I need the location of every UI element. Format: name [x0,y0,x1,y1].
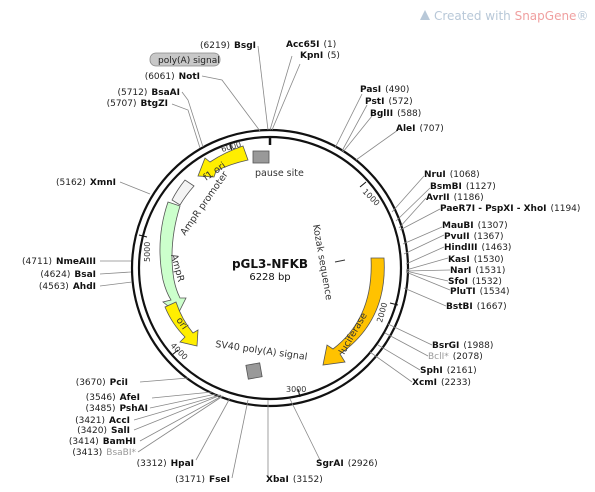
site-acci[interactable]: (3421) AccI [75,416,130,426]
site-ahdi[interactable]: (4563) AhdI [39,282,96,292]
site-alei[interactable]: AleI (707) [396,124,444,134]
site-bsmbi[interactable]: BsmBI (1127) [430,182,496,192]
snapgene-logo-icon [420,10,430,20]
site-sali[interactable]: (3420) SalI [77,426,130,436]
site-pasi[interactable]: PasI (490) [360,85,409,95]
ori-feature[interactable]: ori [164,301,199,347]
site-bsai[interactable]: (4624) BsaI [40,270,96,280]
site-afei[interactable]: (3546) AfeI [86,393,140,403]
pause-site-feature[interactable]: pause site [252,150,304,179]
site-acc65i[interactable]: Acc65I (1) [286,40,336,50]
site-fsei[interactable]: (3171) FseI [175,475,230,485]
site-bsabi[interactable]: (3413) BsaBI* [72,448,136,458]
site-bsgi[interactable]: (6219) BsgI [200,41,256,51]
site-paer7i-pspxi-xhoi[interactable]: PaeR7I - PspXI - XhoI (1194) [440,204,580,214]
site-kpni[interactable]: KpnI (5) [300,51,340,61]
watermark-text: Created with SnapGene® [434,9,588,23]
site-sgrai[interactable]: SgrAI (2926) [316,459,378,469]
site-sphi[interactable]: SphI (2161) [420,366,477,376]
site-bglii[interactable]: BglII (588) [370,109,421,119]
kozak-sequence-feature: Kozak sequence [310,224,346,302]
site-hindiii[interactable]: HindIII (1463) [444,243,511,253]
polya-signal-tag[interactable]: poly(A) signal [149,52,221,67]
tick-label-3000: 3000 [286,385,306,394]
tick-label-1000: 1000 [361,187,382,208]
site-pvuii[interactable]: PvuII (1367) [444,232,504,242]
site-leader-lines [99,45,451,479]
ampr-promoter-feature[interactable]: AmpR promoter [171,170,231,238]
site-pshai[interactable]: (3485) PshAI [86,404,148,414]
site-bcli[interactable]: BclI* (2078) [428,352,483,362]
site-bsrgi[interactable]: BsrGI (1988) [432,341,493,351]
tick-label-5000: 5000 [143,242,152,262]
plasmid-size: 6228 bp [249,272,290,283]
site-nmeaiii[interactable]: (4711) NmeAIII [22,257,96,267]
site-btgzi[interactable]: (5707) BtgZI [107,99,168,109]
site-psti[interactable]: PstI (572) [365,97,413,107]
site-xmni[interactable]: (5162) XmnI [56,178,116,188]
site-xbai[interactable]: XbaI (3152) [266,475,323,485]
left-site-labels: (6219) BsgI (6061) NotI (5712) BsaAI (5707)… [22,41,256,485]
sv40-polya-feature[interactable]: SV40 poly(A) signal [215,339,308,380]
site-noti[interactable]: (6061) NotI [145,72,200,82]
ampr-feature[interactable]: AmpR [159,201,187,315]
site-sfoi[interactable]: SfoI (1532) [448,277,502,287]
site-hpai[interactable]: (3312) HpaI [137,459,194,469]
scale-ticks [138,137,399,398]
polya-signal-tag-label: poly(A) signal [158,56,220,66]
luciferase-label: luciferase [337,311,370,357]
site-pluti[interactable]: PluTI (1534) [450,287,510,297]
snapgene-watermark: Created with SnapGene® [420,9,588,23]
site-xcmi[interactable]: XcmI (2233) [412,378,471,388]
site-kasi[interactable]: KasI (1530) [448,255,504,265]
site-bstbi[interactable]: BstBI (1667) [446,302,507,312]
site-maubi[interactable]: MauBI (1307) [442,221,508,231]
site-nrui[interactable]: NruI (1068) [424,170,480,180]
site-pcii[interactable]: (3670) PciI [76,378,128,388]
kozak-sequence-label: Kozak sequence [310,224,334,302]
right-site-labels: XbaI (3152) SgrAI (2926) Acc65I (1) KpnI (5)… [266,40,580,485]
site-bamhi[interactable]: (3414) BamHI [69,437,136,447]
sv40-polya-label: SV40 poly(A) signal [215,339,308,363]
site-bsaai[interactable]: (5712) BsaAI [117,88,180,98]
luciferase-feature[interactable]: luciferase [322,257,385,366]
plasmid-name: pGL3-NFKB [232,257,308,271]
tick-label-4000: 4000 [169,341,190,362]
site-nari[interactable]: NarI (1531) [450,266,505,276]
site-avrii[interactable]: AvrII (1186) [426,193,484,203]
pause-site-label: pause site [255,168,304,179]
